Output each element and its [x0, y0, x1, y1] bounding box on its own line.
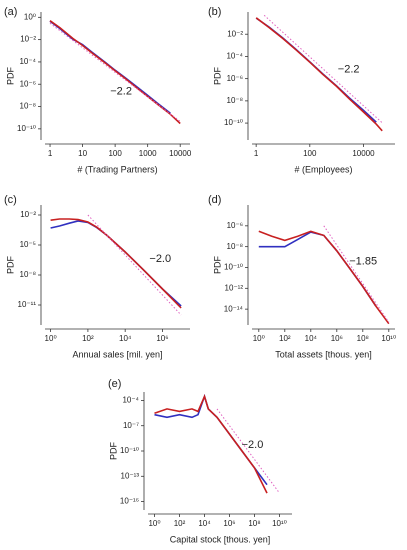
y-axis-label: PDF [212, 66, 222, 85]
x-axis-label: Annual sales [mil. yen] [72, 349, 162, 359]
x-tick-label: 10² [82, 334, 94, 343]
x-tick-label: 10² [174, 519, 186, 528]
y-tick-label: 10⁻⁶ [227, 221, 243, 230]
x-tick-label: 10⁶ [331, 334, 343, 343]
y-tick-label: 10⁻⁴ [122, 396, 139, 405]
reference-line [49, 22, 181, 122]
x-axis-label: # (Employees) [294, 164, 352, 174]
x-axis-label: Total assets [thous. yen] [275, 349, 372, 359]
x-tick-label: 10² [279, 334, 291, 343]
y-tick-label: 10⁻¹⁰ [224, 263, 243, 272]
y-axis-label: PDF [212, 255, 222, 274]
y-tick-label: 10⁻² [20, 35, 36, 44]
x-tick-label: 10⁸ [357, 334, 369, 343]
panel-label: (e) [108, 378, 121, 390]
x-tick-label: 10⁰ [45, 334, 57, 343]
x-tick-label: 100 [108, 149, 122, 158]
x-tick-label: 1 [48, 149, 53, 158]
x-tick-label: 10⁶ [156, 334, 168, 343]
y-tick-label: 10⁻¹⁰ [120, 446, 139, 455]
x-tick-label: 10⁶ [223, 519, 235, 528]
slope-annotation: −2.0 [242, 439, 264, 451]
reference-line [87, 214, 182, 316]
y-tick-label: 10⁻⁸ [20, 270, 37, 279]
slope-annotation: −2.2 [338, 64, 360, 76]
y-axis-label: PDF [108, 441, 118, 460]
data-line [258, 231, 377, 307]
y-tick-label: 10⁻⁷ [123, 421, 139, 430]
x-tick-label: 10 [78, 149, 87, 158]
panel-label: (c) [4, 194, 17, 206]
y-tick-label: 10⁻² [20, 210, 36, 219]
y-tick-label: 10⁻¹⁰ [224, 118, 243, 127]
x-tick-label: 10000 [352, 149, 375, 158]
x-axis-label: # (Trading Partners) [77, 164, 157, 174]
x-tick-label: 10⁴ [119, 334, 132, 343]
y-tick-label: 10⁻¹⁴ [224, 304, 244, 313]
y-tick-label: 10⁻⁵ [20, 240, 36, 249]
panel-label: (b) [208, 6, 221, 18]
y-tick-label: 10⁻¹³ [121, 471, 140, 480]
x-tick-label: 10⁸ [248, 519, 260, 528]
y-tick-label: 10⁻¹⁶ [120, 497, 139, 506]
y-tick-label: 10⁻⁶ [20, 79, 36, 88]
panel-label: (d) [208, 194, 221, 206]
y-tick-label: 10⁻⁴ [226, 52, 243, 61]
y-tick-label: 10⁻¹¹ [18, 300, 37, 309]
panel: (e) 10⁰ 10² 10⁴ 10⁶ 10⁸ 10¹⁰ 10⁻⁴ 10⁻⁷ 10⁻¹⁰ 10⁻¹³… [108, 378, 292, 544]
y-tick-label: 10⁻² [227, 29, 243, 38]
data-line [258, 230, 390, 325]
slope-annotation: −2.2 [110, 85, 132, 97]
panel: (d) 10⁰ 10² 10⁴ 10⁶ 10⁸ 10¹⁰ 10⁻⁶ 10⁻⁸ 10⁻¹⁰ 10⁻¹²… [208, 194, 396, 359]
x-tick-label: 1 [254, 149, 259, 158]
y-tick-label: 10⁻⁸ [227, 96, 244, 105]
x-tick-label: 1000 [139, 149, 157, 158]
y-tick-label: 10⁻⁶ [227, 74, 243, 83]
reference-line [263, 14, 383, 124]
panel-label: (a) [4, 6, 17, 18]
x-tick-label: 10⁰ [148, 519, 160, 528]
y-tick-label: 10⁻¹⁰ [17, 124, 36, 133]
y-tick-label: 10⁻⁴ [19, 57, 36, 66]
y-axis-label: PDF [5, 255, 15, 274]
slope-annotation: −2.0 [149, 253, 171, 265]
slope-annotation: −1.85 [349, 255, 377, 267]
x-tick-label: 10¹⁰ [272, 519, 287, 528]
y-tick-label: 10⁻⁸ [227, 242, 244, 251]
x-tick-label: 100 [303, 149, 317, 158]
x-tick-label: 10¹⁰ [381, 334, 396, 343]
x-tick-label: 10000 [169, 149, 192, 158]
y-tick-label: 10⁻⁸ [20, 102, 37, 111]
panel: (a) 1 10 100 1000 10000 10⁰ 10⁻² 10⁻⁴ 10⁻⁶ 10⁻⁸ 10⁻… [4, 6, 192, 174]
x-axis-label: Capital stock [thous. yen] [170, 534, 271, 544]
data-line [49, 20, 181, 125]
data-line [154, 394, 268, 494]
data-line [255, 17, 383, 132]
x-tick-label: 10⁰ [253, 334, 265, 343]
y-tick-label: 10⁰ [24, 12, 36, 21]
y-tick-label: 10⁻¹² [225, 283, 244, 292]
panel: (b) 1 100 10000 10⁻² 10⁻⁴ 10⁻⁶ 10⁻⁸ 10⁻¹⁰ # (Empl… [208, 6, 395, 174]
panel: (c) 10⁰ 10² 10⁴ 10⁶ 10⁻² 10⁻⁵ 10⁻⁸ 10⁻¹¹ Annual s… [4, 194, 190, 359]
reference-line [323, 225, 390, 323]
y-axis-label: PDF [5, 66, 15, 85]
x-tick-label: 10⁴ [198, 519, 211, 528]
data-line [50, 218, 182, 309]
x-tick-label: 10⁴ [305, 334, 318, 343]
